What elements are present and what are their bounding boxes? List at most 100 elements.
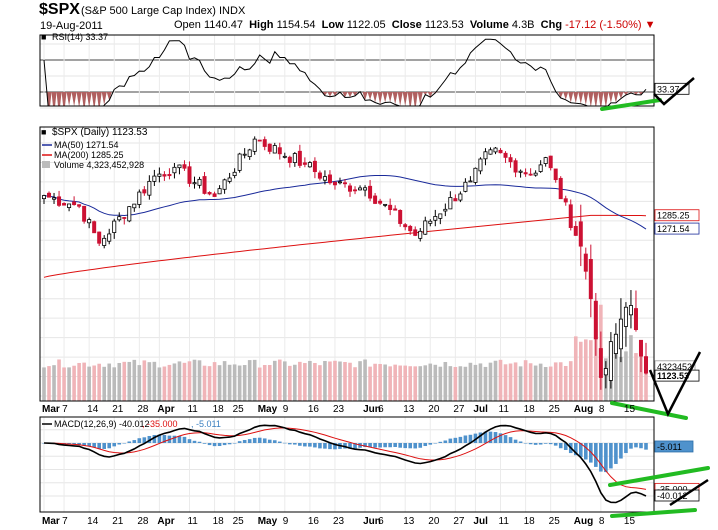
volume-legend: Volume 4,323,452,928 (54, 160, 144, 170)
x-axis-label: 18 (213, 404, 225, 415)
macd-histogram-bar (604, 443, 608, 473)
close-badge: 1123.53 (657, 371, 689, 381)
candle-body (172, 166, 177, 174)
volume-bar (162, 366, 167, 401)
ma50-legend: MA(50) 1271.54 (54, 140, 119, 150)
candle-body (503, 152, 508, 158)
close-badge-box (654, 369, 700, 382)
volume-bar (288, 365, 292, 401)
volume-bar (102, 366, 106, 401)
x-axis-label: 28 (137, 404, 149, 415)
volume-bar (157, 367, 162, 401)
candle-body (448, 197, 453, 210)
candle-body (548, 155, 553, 169)
macd-histogram-bar (92, 443, 96, 448)
x-axis-label: 15 (624, 404, 636, 415)
price-legend-icon: ■ (41, 127, 46, 137)
volume-bar (82, 362, 86, 401)
macd-histogram-bar (117, 443, 122, 445)
rsi-value-badge-box (654, 82, 690, 95)
volume-bar (177, 361, 182, 401)
macd-histogram-bar (132, 440, 137, 443)
macd-histogram-bar (578, 443, 583, 457)
x-axis-label: Aug (574, 404, 593, 415)
macd-histogram-bar (483, 431, 488, 443)
x-axis-label: May (258, 516, 278, 527)
volume-bar (393, 364, 397, 401)
candle-body (593, 300, 598, 340)
candle-body (513, 160, 518, 173)
candle-body (508, 157, 513, 163)
macd-histogram-bar (644, 443, 648, 450)
rsi-legend: ■ RSI(14) 33.37 (41, 32, 108, 42)
volume-bar (458, 366, 463, 401)
x-axis-label: 13 (403, 404, 415, 415)
volume-bar (403, 365, 407, 401)
volume-bar (77, 362, 81, 401)
candle-body (217, 188, 222, 195)
macd-histogram-bar (573, 443, 578, 456)
volume-bar (558, 362, 563, 401)
volume-bar (323, 360, 327, 401)
x-axis-label: 25 (549, 404, 561, 415)
volume-bar (563, 365, 568, 401)
candle-body (292, 153, 297, 163)
volume-bar (353, 367, 357, 401)
candle-body (468, 180, 473, 183)
x-axis-label: 6 (378, 516, 384, 527)
volume-bar (428, 363, 433, 401)
x-axis-label: 9 (283, 404, 289, 415)
x-axis-label: 18 (524, 516, 536, 527)
candle-body (222, 179, 227, 190)
macd-histogram-bar (127, 441, 132, 443)
rsi-oversold-fill (46, 92, 644, 106)
x-axis-label: 11 (499, 516, 510, 527)
candle-body (353, 189, 358, 192)
quote-date: 19-Aug-2011 (40, 20, 103, 32)
macd-histogram-bar (488, 431, 493, 443)
macd-histogram-bar (348, 443, 352, 449)
volume-bar (468, 362, 473, 401)
volume-bar (448, 366, 453, 401)
x-axis-label: 15 (624, 516, 636, 527)
price-trendline-green (610, 401, 688, 420)
volume-bar (513, 362, 518, 401)
open-value: 1140.47 (203, 19, 243, 31)
candle-body (62, 203, 67, 206)
macd-histogram-bar (553, 443, 558, 446)
volume-bar (624, 351, 628, 401)
candle-body (543, 157, 548, 164)
macd-histogram-bar (503, 435, 508, 443)
volume-bar (518, 366, 523, 401)
x-axis-label: 11 (187, 516, 198, 527)
x-axis-label: 7 (62, 516, 68, 527)
candle-body (413, 229, 418, 236)
volume-bar (594, 321, 598, 401)
volume-bar (152, 361, 157, 401)
macd-histogram-bar (508, 437, 513, 443)
candle-body (403, 224, 408, 228)
macd-badge: -40.012 (657, 491, 688, 501)
volume-bar (262, 365, 267, 401)
candle-body (162, 174, 167, 177)
volume-bar (222, 361, 227, 401)
volume-bar (378, 363, 382, 401)
candle-body (122, 217, 127, 219)
volume-bar (132, 359, 137, 401)
candle-body (92, 221, 97, 234)
volume-bar (488, 362, 493, 401)
macd-histogram-bar (363, 443, 367, 448)
volume-bar (318, 365, 322, 401)
macd-histogram-bar (398, 443, 402, 448)
x-axis-label: Mar (42, 516, 60, 527)
change-label: Chg (540, 19, 563, 31)
macd-histogram-bar (142, 437, 147, 443)
x-axis-label: 20 (428, 404, 440, 415)
candle-body (398, 209, 403, 224)
macd-histogram-bar (87, 443, 91, 447)
volume-bar (187, 361, 192, 401)
macd-histogram-bar (558, 443, 563, 449)
macd-histogram-bar (107, 443, 112, 449)
